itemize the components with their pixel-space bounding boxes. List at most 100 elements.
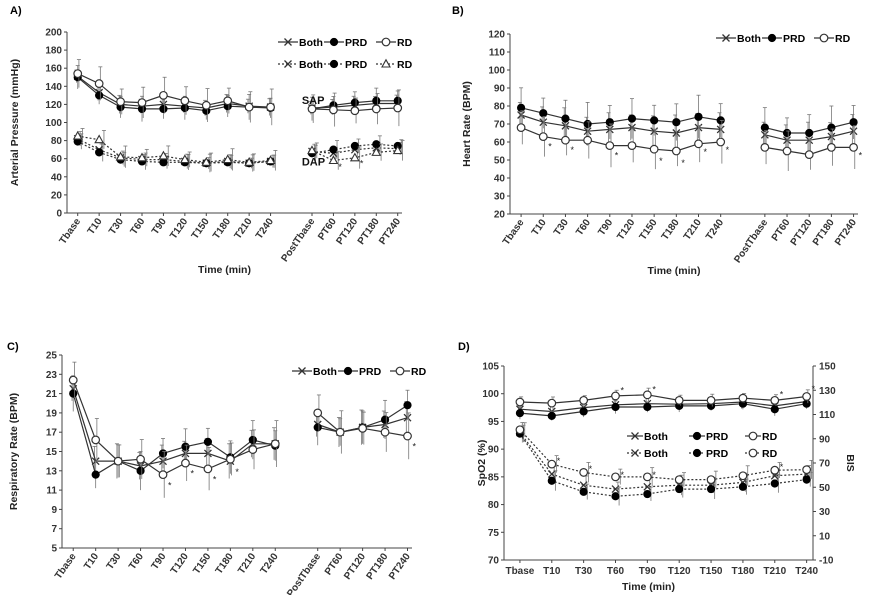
- y-tick-label: 160: [45, 64, 62, 75]
- y2-tick-label: 110: [819, 410, 836, 421]
- data-point: [94, 134, 105, 144]
- data-point: [643, 482, 652, 491]
- legend: Both PRD RD: [292, 366, 427, 378]
- y-tick-label: 60: [494, 138, 506, 149]
- y-tick-label: 20: [494, 210, 506, 221]
- series-line: [72, 379, 276, 476]
- data-point: [706, 484, 716, 494]
- x-tick-label: PT240: [387, 551, 413, 582]
- series-5: [73, 133, 404, 173]
- data-point: [136, 466, 145, 475]
- data-point: [248, 435, 257, 445]
- data-point: [113, 456, 123, 466]
- x-tick-label: PT60: [323, 551, 346, 577]
- x-tick-label: T10: [82, 551, 101, 572]
- data-point: [270, 439, 280, 449]
- significance-star: *: [338, 162, 342, 172]
- data-point: [201, 100, 211, 110]
- data-point: [265, 155, 276, 165]
- legend-marker: [692, 448, 702, 458]
- x-axis-label: Time (min): [198, 264, 251, 276]
- x-tick-label: T10: [543, 566, 561, 577]
- series-line: [77, 76, 271, 112]
- data-point: [225, 454, 235, 464]
- y-tick-label: 20: [51, 190, 63, 201]
- x-tick-label: T60: [129, 216, 148, 237]
- data-point: [328, 155, 339, 165]
- y-tick-label: 200: [45, 28, 62, 39]
- y-tick-label: 40: [494, 174, 506, 185]
- data-point: [350, 98, 359, 107]
- y-tick-label: 15: [46, 447, 58, 458]
- series-line: [519, 433, 807, 497]
- x-tick-label: T210: [233, 216, 255, 241]
- x-tick-label: T30: [575, 566, 593, 577]
- legend-marker: [381, 58, 391, 68]
- data-point: [849, 142, 858, 152]
- data-point: [782, 146, 792, 156]
- legend: Both PRD RD Both PRD RD: [278, 37, 413, 71]
- legend-label: Both: [313, 366, 337, 378]
- y-tick-label: 30: [494, 192, 506, 203]
- y-axis-label: SpO2 (%): [476, 440, 488, 487]
- data-point: [393, 96, 402, 105]
- data-point: [159, 104, 168, 114]
- legend-marker: [748, 448, 758, 458]
- y-axis-label: Respiratory Rate (BPM): [8, 393, 20, 510]
- series-line: [520, 127, 721, 152]
- significance-star: *: [681, 158, 685, 168]
- data-point: [307, 104, 317, 114]
- significance-star: *: [620, 470, 624, 480]
- data-point: [203, 437, 213, 446]
- data-point: [802, 399, 811, 408]
- data-point: [95, 148, 104, 157]
- x-tick-label: T120: [168, 216, 190, 241]
- significance-star: *: [652, 470, 656, 480]
- data-point: [738, 393, 748, 403]
- data-point: [611, 472, 620, 482]
- x-tick-label: T240: [795, 566, 818, 577]
- legend: Both PRD RD: [716, 33, 851, 45]
- legend-marker: [395, 366, 405, 376]
- data-point: [159, 90, 168, 100]
- data-point: [547, 459, 557, 469]
- series-3: [515, 387, 812, 410]
- data-point: [137, 98, 147, 107]
- significance-star: *: [780, 390, 784, 400]
- legend-label: RD: [397, 59, 413, 71]
- data-point: [403, 431, 412, 441]
- x-tick-label: T60: [607, 566, 625, 577]
- series-2: [69, 375, 412, 491]
- y-tick-label: 70: [488, 556, 500, 567]
- data-point: [313, 423, 322, 432]
- data-point: [760, 123, 769, 132]
- x-tick-label: T30: [105, 551, 124, 572]
- x-tick-label: PostTbase: [285, 551, 323, 595]
- legend-marker: [692, 431, 702, 441]
- data-point: [738, 471, 748, 481]
- data-point: [611, 402, 620, 412]
- legend-label: RD: [762, 431, 778, 443]
- y-tick-label: 60: [51, 154, 63, 165]
- data-point: [244, 102, 254, 112]
- data-point: [329, 105, 338, 115]
- x-tick-label: T60: [127, 551, 146, 572]
- legend-label: Both: [644, 431, 668, 443]
- x-tick-label: T90: [596, 217, 615, 238]
- x-tick-label: PT240: [377, 216, 403, 247]
- data-point: [539, 109, 548, 118]
- y-tick-label: 120: [45, 100, 62, 111]
- series-line: [72, 393, 276, 476]
- legend-label: RD: [397, 37, 413, 49]
- y2-tick-label: 130: [819, 386, 836, 397]
- annotation-label: DAP: [302, 156, 325, 168]
- x-axis-label: Time (min): [622, 581, 675, 593]
- data-point: [538, 132, 548, 142]
- x-tick-label: PostTbase: [732, 217, 770, 265]
- y-tick-label: 85: [488, 472, 500, 483]
- data-point: [222, 154, 233, 164]
- data-point: [371, 147, 382, 156]
- x-tick-label: T10: [86, 216, 105, 237]
- x-tick-label: T210: [682, 217, 704, 242]
